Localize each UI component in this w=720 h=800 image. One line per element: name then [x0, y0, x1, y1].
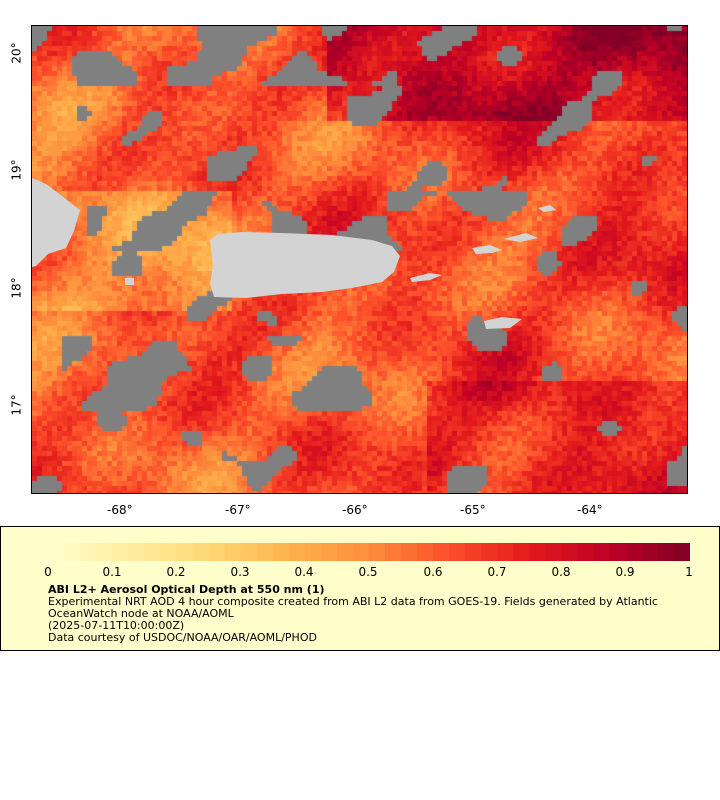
colorbar-tick-label: 1 — [685, 565, 693, 579]
colorbar-segment — [369, 543, 386, 561]
legend-credit: Data courtesy of USDOC/NOAA/OAR/AOML/PHO… — [48, 631, 317, 644]
colorbar-segment — [224, 543, 242, 561]
colorbar-tick-label: 0 — [44, 565, 52, 579]
colorbar-segment — [497, 543, 514, 561]
hispaniola-land — [32, 178, 80, 267]
colorbar-segment — [641, 543, 659, 561]
colorbar-tick-label: 0.4 — [294, 565, 314, 579]
colorbar-segment — [288, 543, 306, 561]
colorbar-tick-label: 0.1 — [102, 565, 122, 579]
colorbar-segment — [385, 543, 402, 561]
colorbar-segment — [449, 543, 466, 561]
land-overlay — [32, 178, 556, 329]
lat-tick-label: 18° — [9, 277, 24, 299]
aod-map[interactable] — [31, 25, 688, 494]
colorbar-segment — [417, 543, 434, 561]
colorbar-segment — [609, 543, 627, 561]
colorbar-tick-label: 0.2 — [166, 565, 186, 579]
lon-tick-label: -68° — [107, 503, 133, 517]
colorbar-segment — [160, 543, 177, 561]
lat-tick-label: 19° — [9, 159, 24, 181]
colorbar-segment — [352, 543, 370, 561]
lat-tick-label: 17° — [9, 394, 24, 416]
colorbar-segment — [80, 543, 97, 561]
legend-text: ABI L2+ Aerosol Optical Depth at 550 nm … — [48, 584, 698, 644]
colorbar-segment — [240, 543, 258, 561]
colorbar-tick-label: 0.8 — [551, 565, 571, 579]
colorbar-segment — [529, 543, 547, 561]
colorbar-segment — [513, 543, 530, 561]
colorbar-segment — [48, 543, 65, 561]
colorbar-segment — [465, 543, 482, 561]
colorbar-segment — [192, 543, 209, 561]
st-croix-land — [484, 317, 522, 329]
legend-description: Experimental NRT AOD 4 hour composite cr… — [48, 595, 658, 620]
lat-tick-label: 20° — [9, 42, 24, 64]
colorbar-tick-label: 0.7 — [487, 565, 507, 579]
legend-title: ABI L2+ Aerosol Optical Depth at 550 nm … — [48, 583, 325, 596]
colorbar-segment — [128, 543, 145, 561]
colorbar-segment — [96, 543, 113, 561]
colorbar-segment — [272, 543, 290, 561]
colorbar-segment — [336, 543, 354, 561]
colorbar-tick-label: 0.3 — [230, 565, 250, 579]
colorbar-segment — [673, 543, 690, 561]
colorbar-segment — [208, 543, 226, 561]
colorbar-tick-label: 0.6 — [423, 565, 443, 579]
colorbar-segment — [593, 543, 611, 561]
colorbar-segment — [401, 543, 418, 561]
colorbar-segment — [320, 543, 338, 561]
puerto-rico-land — [210, 232, 400, 298]
colorbar-tick-label: 0.5 — [358, 565, 378, 579]
legend-timestamp: (2025-07-11T10:00:00Z) — [48, 619, 185, 632]
colorbar-segment — [625, 543, 643, 561]
colorbar-segment — [256, 543, 274, 561]
colorbar-segment — [657, 543, 675, 561]
colorbar-segment — [481, 543, 498, 561]
colorbar-segment — [64, 543, 81, 561]
colorbar-segment — [577, 543, 595, 561]
mona-island-land — [125, 278, 134, 285]
vieques-land — [410, 273, 442, 282]
colorbar-segment — [433, 543, 450, 561]
colorbar-segment — [561, 543, 579, 561]
lon-tick-label: -64° — [577, 503, 603, 517]
legend-panel: 0 0.1 0.2 0.3 0.4 0.5 0.6 0.7 0.8 0.9 1 … — [0, 526, 720, 651]
virgin-islands-land — [472, 205, 556, 254]
colorbar-segment — [304, 543, 322, 561]
lon-tick-label: -66° — [342, 503, 368, 517]
colorbar-segment — [144, 543, 161, 561]
colorbar — [48, 543, 690, 561]
colorbar-segment — [545, 543, 563, 561]
colorbar-segment — [112, 543, 129, 561]
lon-tick-label: -65° — [460, 503, 486, 517]
lon-tick-label: -67° — [225, 503, 251, 517]
colorbar-tick-label: 0.9 — [615, 565, 635, 579]
colorbar-segment — [176, 543, 193, 561]
